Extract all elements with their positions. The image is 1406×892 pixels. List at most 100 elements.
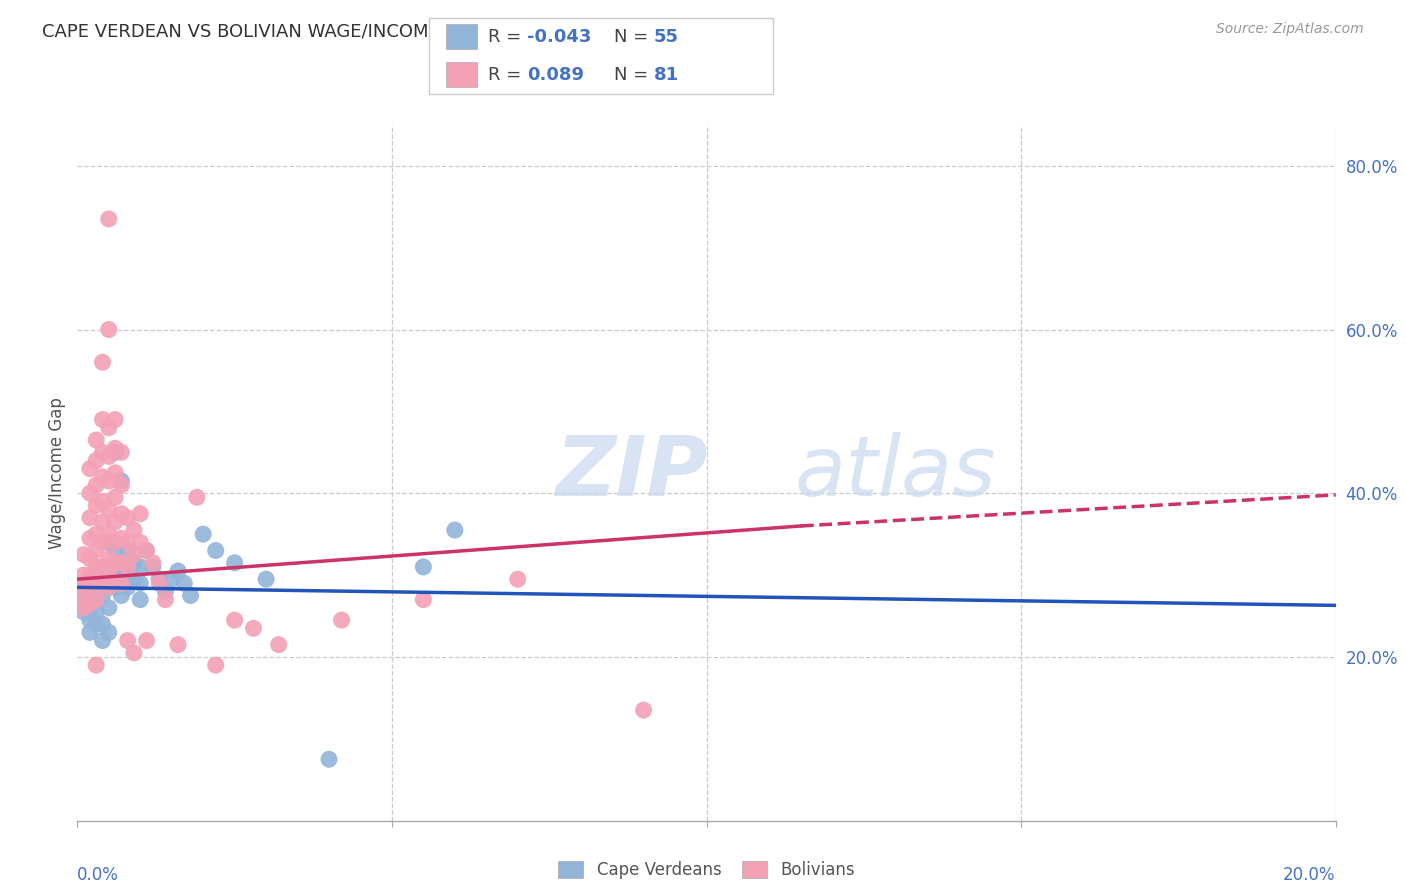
Point: [79, 597, 101, 611]
Point: [160, 572, 183, 586]
Point: [91, 355, 114, 369]
Point: [155, 592, 177, 607]
Point: [104, 441, 127, 455]
Point: [117, 560, 139, 574]
Point: [110, 531, 132, 545]
Point: [104, 515, 127, 529]
Point: [633, 703, 655, 717]
Point: [72, 568, 94, 582]
Point: [91, 560, 114, 574]
Point: [79, 531, 101, 545]
Point: [84, 568, 107, 582]
Point: [97, 560, 120, 574]
Point: [117, 580, 139, 594]
Point: [104, 491, 127, 505]
Point: [97, 421, 120, 435]
Point: [91, 589, 114, 603]
Point: [79, 613, 101, 627]
Point: [72, 605, 94, 619]
Point: [267, 638, 290, 652]
Point: [104, 556, 127, 570]
Point: [110, 556, 132, 570]
Point: [97, 625, 120, 640]
Point: [117, 633, 139, 648]
Point: [110, 572, 132, 586]
Text: 20.0%: 20.0%: [1284, 865, 1336, 884]
Point: [122, 523, 145, 537]
Point: [72, 597, 94, 611]
Point: [91, 617, 114, 632]
Point: [180, 589, 202, 603]
Point: [148, 572, 170, 586]
Point: [97, 535, 120, 549]
Point: [91, 576, 114, 591]
Point: [84, 499, 107, 513]
Point: [142, 556, 165, 570]
Point: [84, 605, 107, 619]
Point: [91, 445, 114, 459]
Point: [242, 621, 264, 635]
Point: [72, 580, 94, 594]
Text: ZIP: ZIP: [555, 433, 709, 513]
Point: [122, 646, 145, 660]
Legend: Cape Verdeans, Bolivians: Cape Verdeans, Bolivians: [551, 854, 862, 886]
Point: [224, 556, 246, 570]
Point: [72, 592, 94, 607]
Point: [129, 592, 152, 607]
Point: [79, 580, 101, 594]
Point: [97, 322, 120, 336]
Text: N =: N =: [614, 28, 654, 45]
Point: [79, 461, 101, 475]
Point: [135, 543, 157, 558]
Point: [122, 556, 145, 570]
Point: [84, 560, 107, 574]
Point: [129, 576, 152, 591]
Point: [79, 600, 101, 615]
Point: [191, 527, 215, 541]
Point: [104, 543, 127, 558]
Point: [91, 494, 114, 508]
Point: [91, 576, 114, 591]
Point: [135, 633, 157, 648]
Point: [84, 478, 107, 492]
Point: [91, 633, 114, 648]
Point: [79, 510, 101, 524]
Point: [110, 507, 132, 521]
Text: R =: R =: [488, 66, 533, 84]
Point: [79, 589, 101, 603]
Point: [412, 592, 434, 607]
Point: [84, 527, 107, 541]
Point: [444, 523, 467, 537]
Point: [412, 560, 434, 574]
Point: [173, 576, 195, 591]
Point: [72, 600, 94, 615]
Point: [84, 592, 107, 607]
Point: [330, 613, 353, 627]
Point: [97, 527, 120, 541]
Text: CAPE VERDEAN VS BOLIVIAN WAGE/INCOME GAP CORRELATION CHART: CAPE VERDEAN VS BOLIVIAN WAGE/INCOME GAP…: [42, 22, 683, 40]
Point: [110, 589, 132, 603]
Text: Source: ZipAtlas.com: Source: ZipAtlas.com: [1216, 22, 1364, 37]
Point: [142, 560, 165, 574]
Point: [91, 535, 114, 549]
Point: [97, 580, 120, 594]
Text: 0.0%: 0.0%: [77, 865, 120, 884]
Point: [110, 576, 132, 591]
Y-axis label: Wage/Income Gap: Wage/Income Gap: [48, 397, 66, 549]
Point: [97, 600, 120, 615]
Point: [84, 658, 107, 673]
Point: [97, 474, 120, 488]
Point: [97, 551, 120, 566]
Point: [224, 613, 246, 627]
Point: [91, 515, 114, 529]
Point: [97, 580, 120, 594]
Point: [155, 584, 177, 599]
Point: [79, 486, 101, 500]
Point: [117, 535, 139, 549]
Point: [79, 625, 101, 640]
Point: [84, 576, 107, 591]
Point: [318, 752, 340, 766]
Point: [122, 548, 145, 562]
Text: atlas: atlas: [794, 433, 997, 513]
Text: N =: N =: [614, 66, 654, 84]
